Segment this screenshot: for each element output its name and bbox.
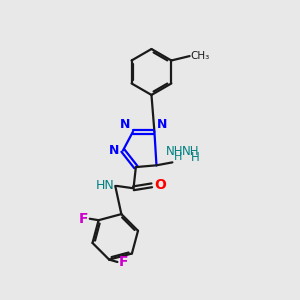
Text: NH: NH xyxy=(182,145,200,158)
Text: F: F xyxy=(119,255,129,269)
Text: N: N xyxy=(109,144,119,157)
Text: F: F xyxy=(79,212,88,226)
Text: CH₃: CH₃ xyxy=(191,51,210,61)
Text: HN: HN xyxy=(95,179,114,192)
Text: NH: NH xyxy=(166,145,184,158)
Text: H: H xyxy=(174,152,182,162)
Text: O: O xyxy=(154,178,166,192)
Text: N: N xyxy=(158,118,168,130)
Text: N: N xyxy=(120,118,130,130)
Text: H: H xyxy=(191,151,200,164)
